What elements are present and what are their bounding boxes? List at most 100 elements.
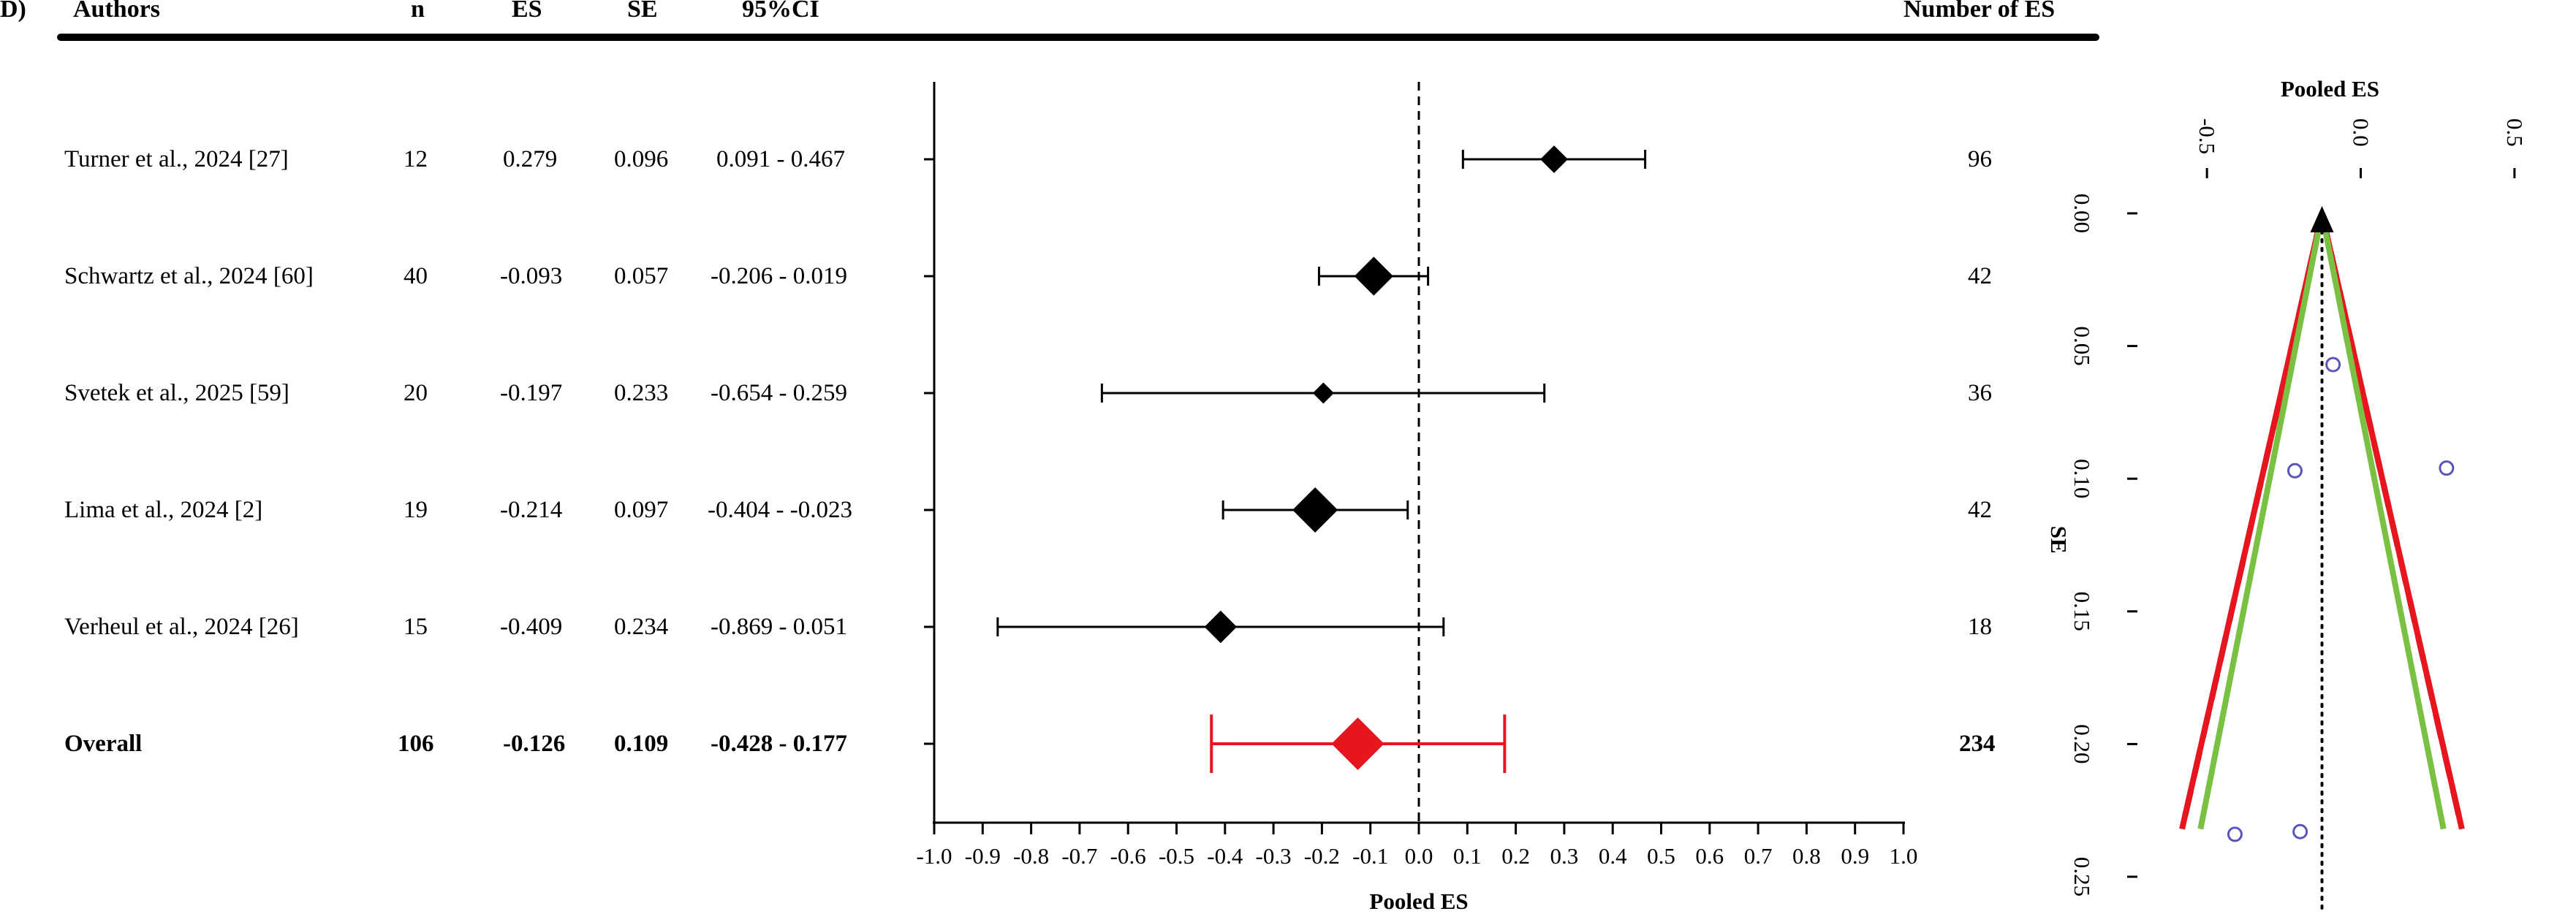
forest-x-tick-label: -0.6	[1110, 843, 1146, 869]
header-n: n	[411, 0, 425, 23]
forest-x-tick-label: 0.3	[1550, 843, 1579, 869]
funnel-point	[2292, 823, 2308, 839]
study-number-of-es: 42	[1968, 497, 1992, 523]
forest-x-tick-label: 0.4	[1599, 843, 1627, 869]
funnel-point	[2227, 826, 2243, 842]
forest-x-tick-label: 0.0	[1405, 843, 1433, 869]
overall-number-of-es: 234	[1959, 731, 1996, 757]
study-ci: -0.404 - -0.023	[708, 497, 852, 523]
forest-x-tick-label: 0.1	[1453, 843, 1482, 869]
overall-n: 106	[398, 731, 434, 757]
forest-x-tick-label: -0.4	[1207, 843, 1243, 869]
funnel-y-tick-label: 0.05	[2069, 326, 2095, 365]
forest-x-tick-label: -0.9	[965, 843, 1001, 869]
study-se: 0.234	[614, 614, 669, 640]
study-es: -0.409	[500, 614, 563, 640]
funnel-y-tick-label: 0.00	[2069, 194, 2095, 233]
funnel-y-axis-label: SE	[2046, 526, 2072, 554]
header-number-of-es: Number of ES	[1903, 0, 2056, 23]
study-se: 0.233	[614, 380, 669, 406]
overall-se: 0.109	[614, 731, 669, 757]
study-se: 0.097	[614, 497, 669, 523]
funnel-red-line-right	[2319, 213, 2465, 830]
funnel-x-axis-label: Pooled ES	[2281, 76, 2379, 102]
forest-x-tick-label: -0.1	[1352, 843, 1388, 869]
funnel-red-line-left	[2179, 213, 2325, 830]
table-row: Lima et al., 2024 [2] 19 -0.214 0.097 -0…	[0, 488, 2120, 532]
study-es: -0.093	[500, 263, 563, 289]
forest-x-tick-label: 0.7	[1744, 843, 1773, 869]
funnel-x-tick-label: 0.0	[2349, 118, 2374, 147]
study-es: -0.214	[500, 497, 563, 523]
forest-x-tick-label: -0.8	[1013, 843, 1049, 869]
forest-x-tick-label: -1.0	[916, 843, 952, 869]
header-authors: Authors	[73, 0, 161, 23]
forest-point-estimate	[1540, 145, 1568, 173]
overall-ci: -0.428 - 0.177	[711, 731, 847, 757]
forest-x-tick-label: -0.7	[1061, 843, 1097, 869]
study-author: Turner et al., 2024 [27]	[64, 146, 289, 172]
forest-x-axis-label: Pooled ES	[1369, 888, 1468, 914]
forest-x-tick-label: -0.2	[1304, 843, 1340, 869]
header-es: ES	[512, 0, 542, 23]
table-row: Turner et al., 2024 [27] 12 0.279 0.096 …	[0, 137, 2120, 181]
table-row-overall: Overall 106 -0.126 0.109 -0.428 - 0.177 …	[0, 722, 2120, 766]
funnel-x-tick-label: 0.5	[2502, 118, 2528, 147]
forest-overall-diamond	[1331, 717, 1384, 770]
study-n: 40	[404, 263, 428, 289]
table-row: Svetek et al., 2025 [59] 20 -0.197 0.233…	[0, 371, 2120, 415]
funnel-point	[2287, 462, 2303, 479]
funnel-green-line-right	[2319, 213, 2447, 830]
study-es: 0.279	[503, 146, 558, 172]
forest-x-tick-label: 1.0	[1890, 843, 1918, 869]
forest-point-estimate	[1292, 487, 1338, 533]
forest-x-tick-label: -0.5	[1159, 843, 1194, 869]
study-author: Schwartz et al., 2024 [60]	[64, 263, 314, 289]
study-se: 0.057	[614, 263, 669, 289]
study-number-of-es: 18	[1968, 614, 1992, 640]
funnel-green-line-left	[2197, 213, 2325, 830]
study-n: 12	[404, 146, 428, 172]
study-n: 15	[404, 614, 428, 640]
study-n: 20	[404, 380, 428, 406]
header-ci: 95%CI	[742, 0, 819, 23]
study-ci: -0.206 - 0.019	[711, 263, 847, 289]
study-n: 19	[404, 497, 428, 523]
study-author: Svetek et al., 2025 [59]	[64, 380, 289, 406]
study-ci: -0.869 - 0.051	[711, 614, 847, 640]
study-ci: -0.654 - 0.259	[711, 380, 847, 406]
forest-x-tick-label: 0.6	[1695, 843, 1724, 869]
study-author: Verheul et al., 2024 [26]	[64, 614, 299, 640]
study-number-of-es: 42	[1968, 263, 1992, 289]
overall-es: -0.126	[503, 731, 566, 757]
overall-label: Overall	[64, 731, 143, 757]
forest-point-estimate	[1204, 610, 1238, 644]
study-number-of-es: 96	[1968, 146, 1992, 172]
funnel-apex-marker	[2310, 206, 2334, 232]
forest-x-tick-label: 0.5	[1647, 843, 1675, 869]
header-rule	[57, 34, 2099, 41]
funnel-y-tick-label: 0.15	[2069, 592, 2095, 631]
funnel-y-tick-label: 0.25	[2069, 857, 2095, 896]
forest-x-tick-label: 0.8	[1792, 843, 1821, 869]
study-ci: 0.091 - 0.467	[716, 146, 845, 172]
study-es: -0.197	[500, 380, 563, 406]
forest-point-estimate	[1354, 256, 1393, 296]
forest-x-tick-label: 0.9	[1841, 843, 1869, 869]
funnel-point	[2325, 357, 2341, 373]
header-se: SE	[627, 0, 658, 23]
study-author: Lima et al., 2024 [2]	[64, 497, 263, 523]
funnel-x-tick-label: -0.5	[2194, 118, 2220, 154]
study-number-of-es: 36	[1968, 380, 1992, 406]
funnel-y-tick-label: 0.20	[2069, 724, 2095, 763]
table-row: Schwartz et al., 2024 [60] 40 -0.093 0.0…	[0, 254, 2120, 298]
panel-label: D)	[0, 0, 26, 23]
funnel-y-tick-label: 0.10	[2069, 459, 2095, 498]
forest-x-tick-label: -0.3	[1256, 843, 1292, 869]
forest-x-tick-label: 0.2	[1501, 843, 1530, 869]
table-row: Verheul et al., 2024 [26] 15 -0.409 0.23…	[0, 605, 2120, 649]
study-se: 0.096	[614, 146, 669, 172]
